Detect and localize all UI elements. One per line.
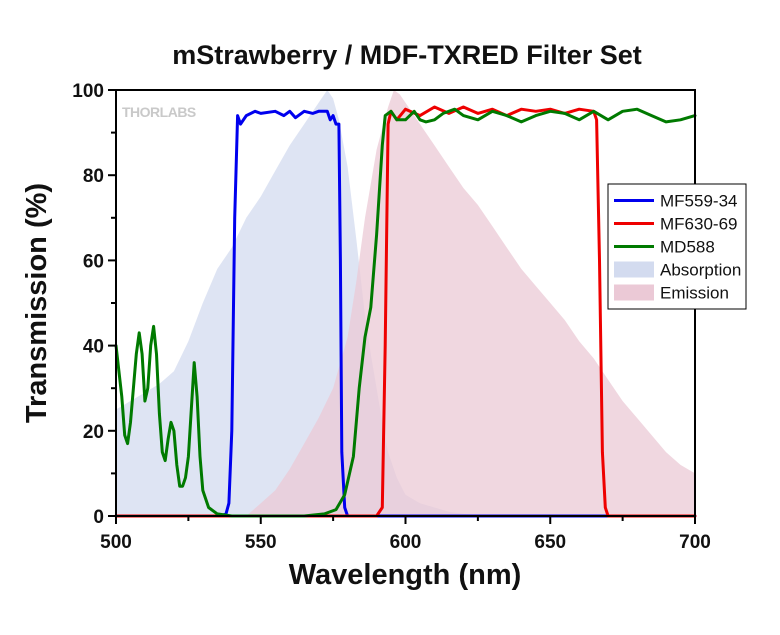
thorlabs-watermark-logo: THORLABS bbox=[122, 104, 196, 120]
x-tick-label: 550 bbox=[245, 532, 277, 553]
x-tick-label: 700 bbox=[679, 532, 711, 553]
y-axis-title: Transmission (%) bbox=[21, 183, 53, 423]
legend-label-mf559-34: MF559-34 bbox=[660, 192, 737, 211]
x-tick-label: 600 bbox=[390, 532, 422, 553]
y-tick-label: 40 bbox=[83, 337, 104, 358]
legend-swatch-absorption bbox=[614, 261, 654, 278]
y-tick-label: 60 bbox=[83, 251, 104, 272]
absorption-area bbox=[116, 90, 695, 516]
x-tick-label: 650 bbox=[534, 532, 566, 553]
chart-title: mStrawberry / MDF-TXRED Filter Set bbox=[172, 40, 642, 70]
legend-label-mf630-69: MF630-69 bbox=[660, 215, 737, 234]
y-tick-label: 20 bbox=[83, 422, 104, 443]
y-tick-label: 0 bbox=[93, 507, 104, 528]
legend-label-md588: MD588 bbox=[660, 238, 715, 257]
legend: MF559-34 MF630-69 MD588 Absorption Emission bbox=[607, 183, 747, 310]
md588-line bbox=[114, 107, 697, 518]
y-tick-label: 100 bbox=[72, 81, 104, 102]
legend-label-emission: Emission bbox=[660, 284, 729, 303]
tick-labels: 500 550 600 650 700 0 20 40 60 80 100 bbox=[72, 81, 711, 553]
line-series-layer bbox=[114, 105, 697, 518]
y-tick-label: 80 bbox=[83, 166, 104, 187]
legend-label-absorption: Absorption bbox=[660, 261, 741, 280]
legend-swatch-emission bbox=[614, 284, 654, 301]
mf559-34-line bbox=[114, 109, 697, 518]
x-tick-label: 500 bbox=[100, 532, 132, 553]
mf630-69-line bbox=[114, 105, 697, 518]
x-axis-title: Wavelength (nm) bbox=[289, 559, 522, 591]
